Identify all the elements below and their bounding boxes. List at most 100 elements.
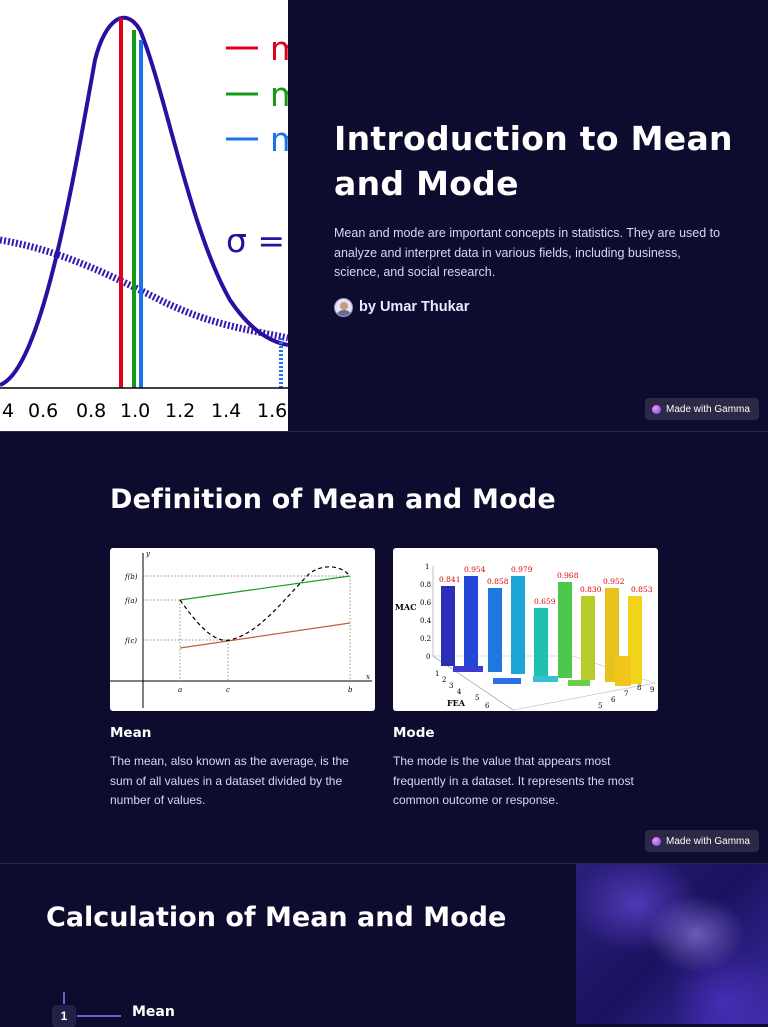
y-tick: 0.8 (420, 581, 431, 589)
y-tick: 0 (426, 653, 430, 661)
step-label: Mean (132, 1004, 175, 1020)
step-number-badge: 1 (52, 1005, 76, 1027)
y-tick: 0.4 (420, 617, 432, 625)
slide-divider (0, 863, 768, 864)
bar-label: 0.841 (439, 575, 460, 584)
x-tick: 1.4 (211, 400, 241, 422)
mac-axis-title: MAC (395, 602, 416, 612)
mode-3d-bar-graph: 1 0.8 0.6 0.4 0.2 0 MAC FEA (395, 563, 657, 711)
y-tick: 1 (425, 563, 429, 571)
x-tick: 0.8 (76, 400, 106, 422)
mode-description: The mode is the value that appears most … (393, 754, 634, 807)
floor-tile (615, 656, 631, 686)
function-curve (179, 566, 351, 641)
bar (488, 588, 502, 672)
y-label: f(c) (124, 637, 137, 645)
x-label: c (226, 686, 230, 694)
x-tick: 1.6 (257, 400, 287, 422)
floor-tile (568, 680, 590, 686)
distribution-curve-graphic: m m m σ = .4 0.6 0.8 1.0 1.2 1.4 1.6 (0, 15, 288, 422)
x-tick: 4 (457, 688, 462, 696)
x-label: b (348, 686, 353, 694)
page-title: Introduction to Mean and Mode (334, 119, 733, 203)
author-name: by Umar Thukar (359, 299, 470, 315)
legend-label-blue: m (270, 120, 288, 159)
x-tick: 7 (624, 690, 628, 698)
distribution-curve-image: m m m σ = .4 0.6 0.8 1.0 1.2 1.4 1.6 (0, 0, 288, 431)
section-title: Calculation of Mean and Mode (46, 902, 507, 933)
bar (581, 596, 595, 680)
bar (628, 596, 642, 684)
mean-heading: Mean (110, 725, 152, 741)
x-tick: 1 (435, 670, 439, 678)
x-tick: .4 (0, 400, 14, 422)
mean-value-theorem-image: f(b) f(a) f(c) a c b y x (110, 548, 375, 711)
author-byline: by Umar Thukar (334, 297, 469, 317)
legend-label-green: m (270, 75, 288, 114)
bar (464, 576, 478, 668)
tangent-line (179, 622, 351, 649)
y-label: f(a) (124, 597, 137, 605)
sigma-label: σ = (226, 221, 285, 260)
bar (558, 582, 572, 678)
y-axis-label: y (145, 550, 151, 558)
x-axis-label: x (366, 673, 370, 681)
bar-label: 0.853 (631, 585, 653, 594)
mean-description: The mean, also known as the average, is … (110, 754, 349, 807)
made-with-gamma-button[interactable]: Made with Gamma (645, 830, 759, 852)
bar (534, 608, 548, 676)
bar (511, 576, 525, 674)
y-ticks: 1 0.8 0.6 0.4 0.2 0 (420, 563, 432, 661)
bar-label: 0.830 (580, 585, 602, 594)
x-tick: 3 (449, 682, 453, 690)
slide-introduction: m m m σ = .4 0.6 0.8 1.0 1.2 1.4 1.6 Int… (0, 0, 768, 431)
bar-label: 0.968 (557, 571, 579, 580)
legend-label-red: m (270, 29, 288, 68)
made-with-gamma-button[interactable]: Made with Gamma (645, 398, 759, 420)
bar-label: 0.979 (511, 565, 533, 574)
x-tick: 5 (598, 702, 602, 710)
y-tick: 0.6 (420, 599, 432, 607)
bars (441, 576, 642, 686)
intro-description: Mean and mode are important concepts in … (334, 226, 721, 279)
x-tick: 1.2 (165, 400, 195, 422)
main-curve (0, 15, 288, 387)
mac-bar-chart-image: 1 0.8 0.6 0.4 0.2 0 MAC FEA (393, 548, 658, 711)
mean-graph: f(b) f(a) f(c) a c b y x (110, 550, 372, 708)
badge-label: Made with Gamma (666, 835, 750, 847)
bar-label: 0.659 (534, 597, 556, 606)
x-label: a (178, 686, 182, 694)
section-title: Definition of Mean and Mode (110, 484, 556, 515)
secant-line (179, 575, 351, 601)
x-axis-ticks: .4 0.6 0.8 1.0 1.2 1.4 1.6 (0, 400, 287, 422)
floor-tile (453, 666, 483, 672)
mode-heading: Mode (393, 725, 435, 741)
x-tick: 5 (475, 694, 479, 702)
x-tick: 8 (637, 684, 641, 692)
y-tick: 0.2 (420, 635, 431, 643)
floor-tile (533, 676, 558, 682)
abstract-purple-image (576, 864, 768, 1024)
x-tick: 6 (611, 696, 616, 704)
x-tick: 0.6 (28, 400, 58, 422)
x-ticks: 1 2 3 4 5 6 5 6 7 8 9 (435, 670, 654, 710)
x-tick: 1.0 (120, 400, 150, 422)
slide-divider (0, 431, 768, 432)
axis-labels: f(b) f(a) f(c) a c b y x (124, 550, 370, 694)
y-label: f(b) (124, 573, 138, 581)
timeline-connector (63, 992, 65, 1004)
bar-label: 0.954 (464, 565, 486, 574)
x-tick: 6 (485, 702, 490, 710)
dashed-curve (0, 236, 288, 342)
x-tick: 9 (650, 686, 654, 694)
slide-calculation: Calculation of Mean and Mode 1 Mean (0, 864, 768, 1027)
bar-label: 0.952 (603, 577, 625, 586)
gamma-logo-icon (652, 404, 661, 414)
bar (441, 586, 455, 666)
slide-definition: Definition of Mean and Mode f(b) f(a) f(… (0, 432, 768, 863)
x-tick: 2 (442, 676, 446, 684)
fea-axis-title: FEA (447, 698, 466, 708)
bar-value-labels: 0.841 0.954 0.858 0.979 0.659 0.968 0.83… (439, 565, 653, 606)
gamma-logo-icon (652, 836, 661, 846)
badge-label: Made with Gamma (666, 403, 750, 415)
